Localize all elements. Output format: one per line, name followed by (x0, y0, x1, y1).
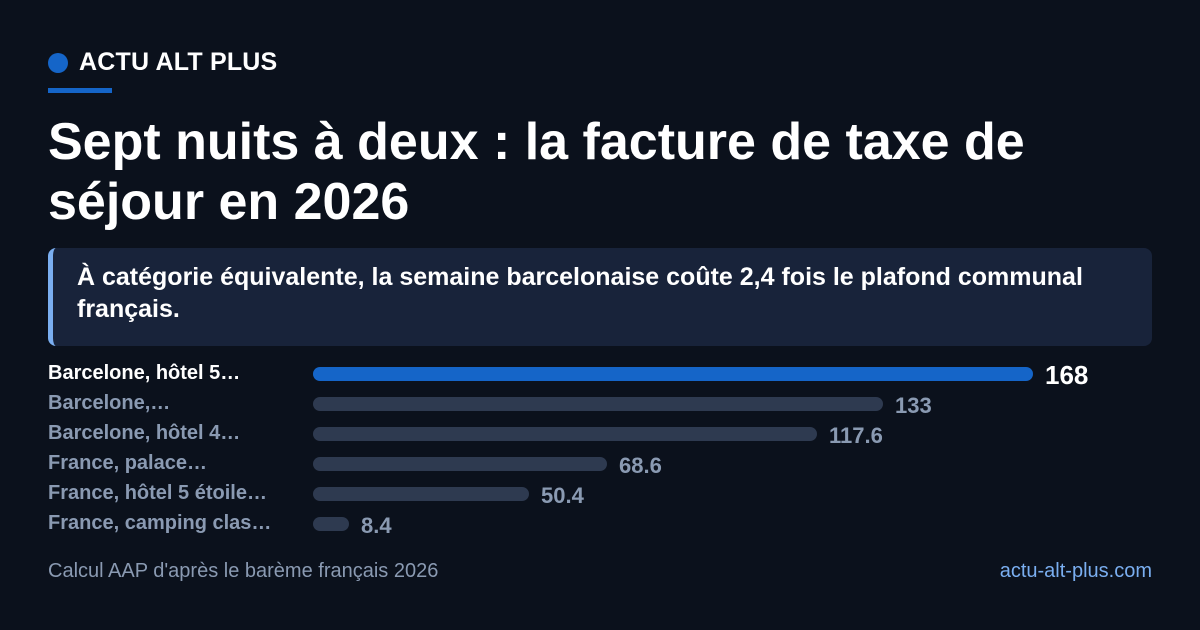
bar (313, 487, 529, 501)
brand: ACTU ALT PLUS (48, 48, 277, 77)
bar-value-label: 8.4 (361, 513, 392, 538)
bar-value-label: 117.6 (829, 423, 883, 448)
bar-label: France, palace… (48, 452, 207, 474)
bar-chart: Barcelone, hôtel 5… 168 Barcelone,… 133 Barc… (0, 358, 1200, 538)
bar-value-label: 50.4 (541, 483, 584, 508)
bar (313, 517, 349, 531)
bar-label: Barcelone, hôtel 4… (48, 422, 241, 444)
bar (313, 397, 883, 411)
bar (313, 427, 817, 441)
source-note: Calcul AAP d'après le barème français 20… (48, 560, 439, 582)
bar-value-label: 168 (1045, 360, 1089, 390)
bar-label: Barcelone, hôtel 5… (48, 362, 241, 384)
bar-row: Barcelone, hôtel 5… 168 (0, 358, 1200, 390)
callout-box: À catégorie équivalente, la semaine barc… (48, 248, 1152, 346)
bar-row: France, hôtel 5 étoile… 50.4 (0, 478, 1200, 508)
site-link[interactable]: actu-alt-plus.com (999, 560, 1152, 582)
bar-row: Barcelone, hôtel 4… 117.6 (0, 418, 1200, 448)
bar-value-label: 68.6 (619, 453, 662, 478)
bar (313, 367, 1033, 381)
bar-label: Barcelone,… (48, 392, 171, 414)
bar-row: France, camping clas… 8.4 (0, 508, 1200, 538)
headline: Sept nuits à deux : la facture de taxe d… (48, 113, 1025, 231)
bar-row: Barcelone,… 133 (0, 388, 1200, 418)
callout-text: À catégorie équivalente, la semaine barc… (77, 263, 1083, 323)
brand-name: ACTU ALT PLUS (79, 48, 278, 76)
bar-row: France, palace… 68.6 (0, 448, 1200, 478)
bar-label: France, hôtel 5 étoile… (48, 482, 267, 504)
brand-dot-icon (48, 52, 68, 73)
bar-label: France, camping clas… (48, 512, 272, 534)
bar-value-label: 133 (895, 393, 932, 418)
brand-underline (48, 88, 112, 93)
bar (313, 457, 607, 471)
